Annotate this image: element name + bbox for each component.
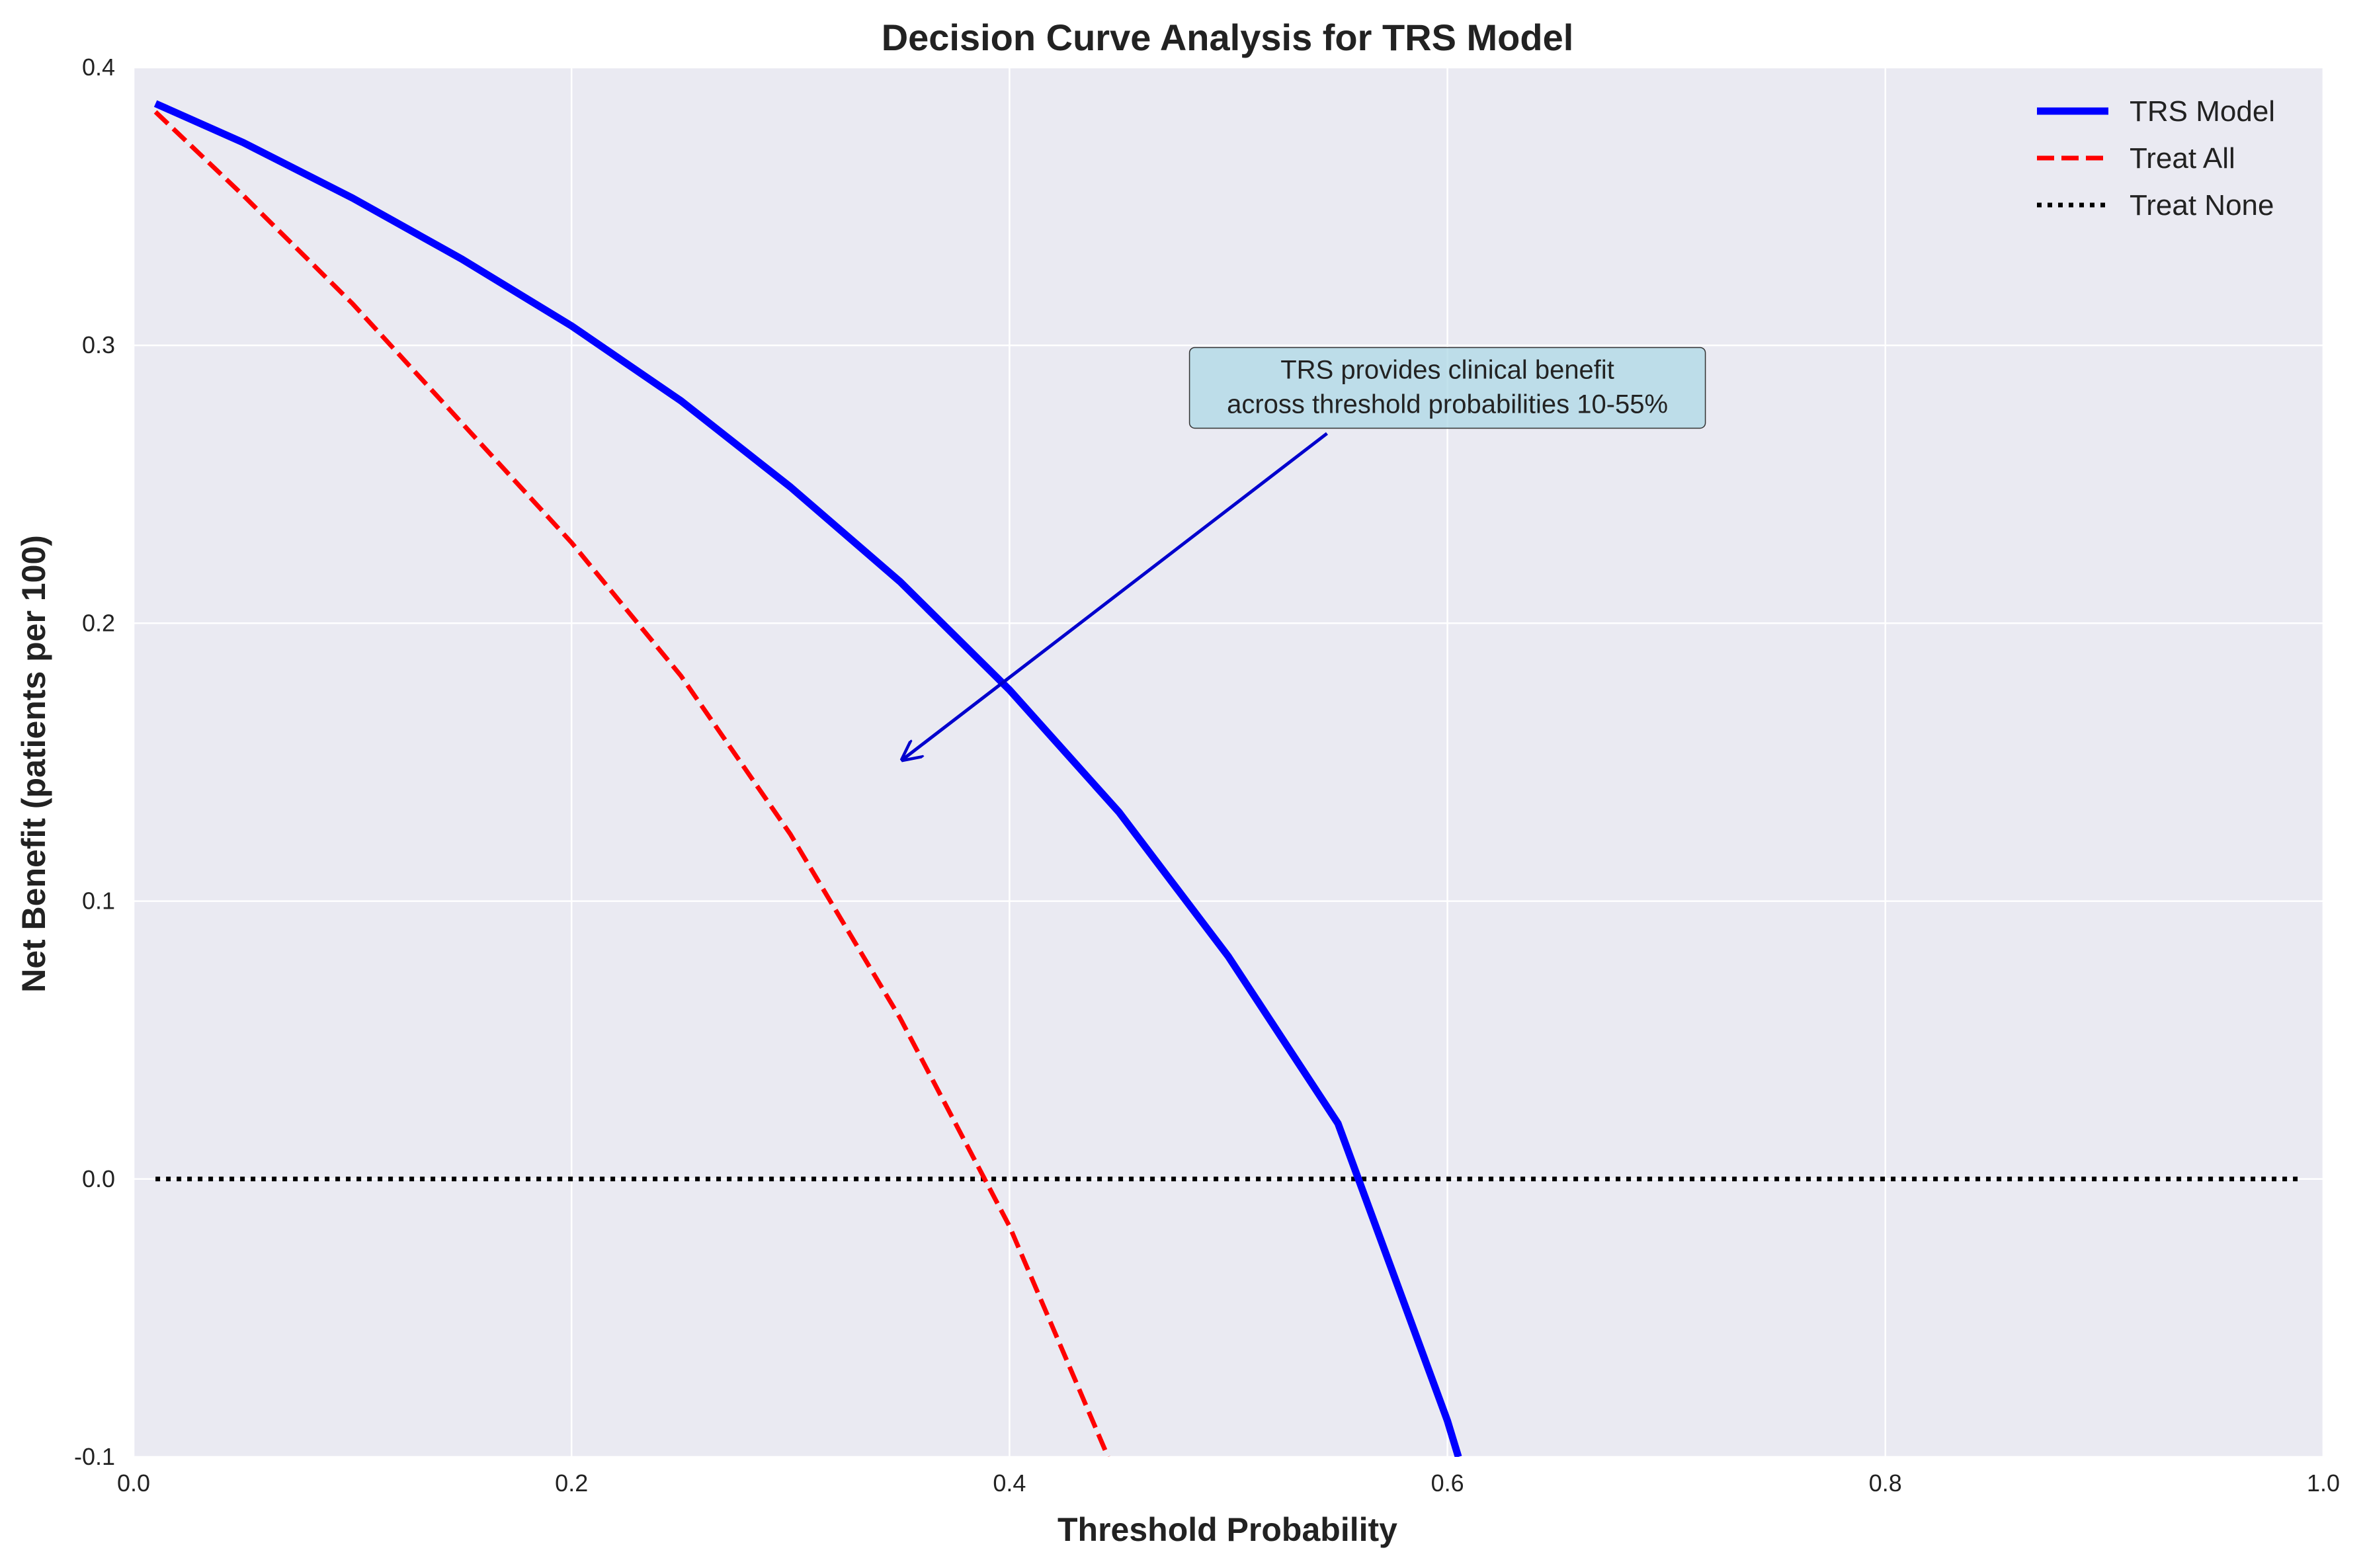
- plot-area: [134, 67, 2323, 1457]
- series-line-treat-all: [153, 110, 1110, 1457]
- y-tick-label: 0.3: [82, 331, 115, 358]
- y-tick-label: 0.2: [82, 609, 115, 636]
- annotation-arrow: [903, 432, 1329, 759]
- annotation-text: TRS provides clinical benefit: [1280, 355, 1614, 384]
- x-axis-label: Threshold Probability: [1057, 1511, 1397, 1548]
- legend: TRS Model Treat All Treat None: [2037, 95, 2275, 222]
- x-tick-label: 0.0: [117, 1469, 150, 1497]
- x-tick-label: 1.0: [2307, 1469, 2340, 1497]
- annotation-layer: TRS provides clinical benefit across thre…: [903, 347, 1706, 759]
- x-tick-label: 0.4: [993, 1469, 1026, 1497]
- y-tick-label: 0.0: [82, 1165, 115, 1192]
- annotation-text: across threshold probabilities 10-55%: [1227, 390, 1668, 419]
- chart-title: Decision Curve Analysis for TRS Model: [882, 17, 1574, 58]
- y-tick-label: -0.1: [74, 1443, 115, 1470]
- y-tick-label: 0.1: [82, 887, 115, 915]
- tick-labels: 0.0 0.2 0.4 0.6 0.8 1.0-0.10.00.10.20.30.4: [74, 54, 2340, 1497]
- x-tick-label: 0.8: [1869, 1469, 1902, 1497]
- legend-label: Treat None: [2130, 189, 2274, 222]
- x-tick-label: 0.2: [555, 1469, 588, 1497]
- annotation-box: [1188, 347, 1706, 429]
- legend-label: TRS Model: [2130, 95, 2275, 128]
- legend-label: Treat All: [2130, 142, 2235, 175]
- y-tick-label: 0.4: [82, 54, 115, 81]
- series-line-trs-model: [153, 100, 1462, 1457]
- y-axis-label: Net Benefit (patients per 100): [15, 535, 52, 993]
- series-layer: [153, 100, 2301, 1457]
- x-tick-label: 0.6: [1431, 1469, 1464, 1497]
